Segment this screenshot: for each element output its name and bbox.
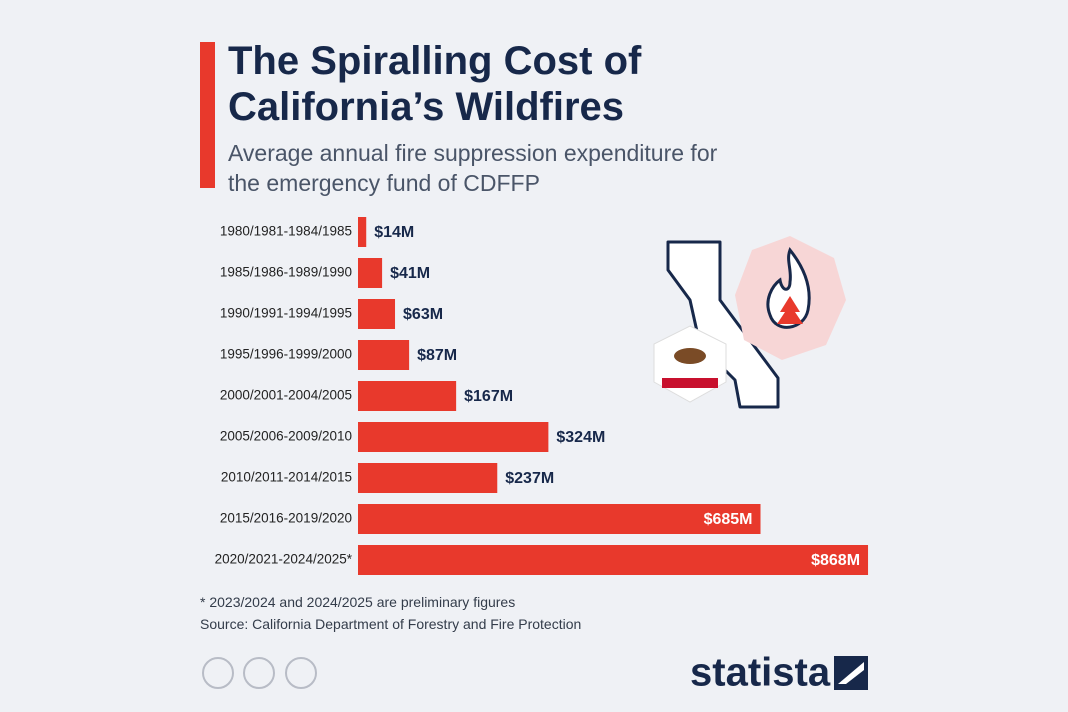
bar xyxy=(358,504,761,534)
value-label: $41M xyxy=(390,265,430,282)
value-label: $87M xyxy=(417,347,457,364)
state-outline xyxy=(666,240,780,409)
value-label: $237M xyxy=(505,470,554,487)
nd-icon xyxy=(285,657,317,689)
category-label: 2000/2001-2004/2005 xyxy=(220,388,352,403)
cc-icon xyxy=(202,657,234,689)
category-label: 2005/2006-2009/2010 xyxy=(220,429,352,444)
brand: statista xyxy=(690,651,831,695)
value-label: $63M xyxy=(403,306,443,323)
category-label: 1990/1991-1994/1995 xyxy=(220,306,352,321)
flag-stripe xyxy=(662,378,718,388)
by-icon xyxy=(243,657,275,689)
flame-icon xyxy=(766,247,811,329)
footnote: * 2023/2024 and 2024/2025 are preliminar… xyxy=(200,594,516,610)
bar xyxy=(358,340,410,370)
accent-bar xyxy=(200,42,215,188)
logo-slash xyxy=(838,662,864,684)
bar xyxy=(358,299,396,329)
bar xyxy=(358,422,549,452)
license-icons xyxy=(202,657,317,689)
bar xyxy=(358,258,383,288)
bar xyxy=(358,545,869,575)
category-label: 1995/1996-1999/2000 xyxy=(220,347,352,362)
bar xyxy=(358,463,498,493)
brand-logo xyxy=(834,656,868,690)
value-label: $324M xyxy=(556,429,605,446)
california-illustration xyxy=(653,236,846,409)
chart-title: The Spiralling Cost of California’s Wild… xyxy=(228,39,642,129)
category-label: 2015/2016-2019/2020 xyxy=(220,511,352,526)
category-label: 2020/2021-2024/2025* xyxy=(215,552,353,567)
value-label: $167M xyxy=(464,388,513,405)
value-label: $685M xyxy=(704,511,753,528)
category-label: 1980/1981-1984/1985 xyxy=(220,224,352,239)
tree-icon xyxy=(777,296,803,324)
bar xyxy=(358,381,457,411)
value-label: $14M xyxy=(374,224,414,241)
category-label: 1985/1986-1989/1990 xyxy=(220,265,352,280)
category-label: 2010/2011-2014/2015 xyxy=(221,470,352,485)
bar xyxy=(358,217,367,247)
bear xyxy=(674,348,706,364)
chart-subtitle: Average annual fire suppression expendit… xyxy=(228,140,718,196)
value-label: $868M xyxy=(811,552,860,569)
source: Source: California Department of Forestr… xyxy=(200,616,582,632)
